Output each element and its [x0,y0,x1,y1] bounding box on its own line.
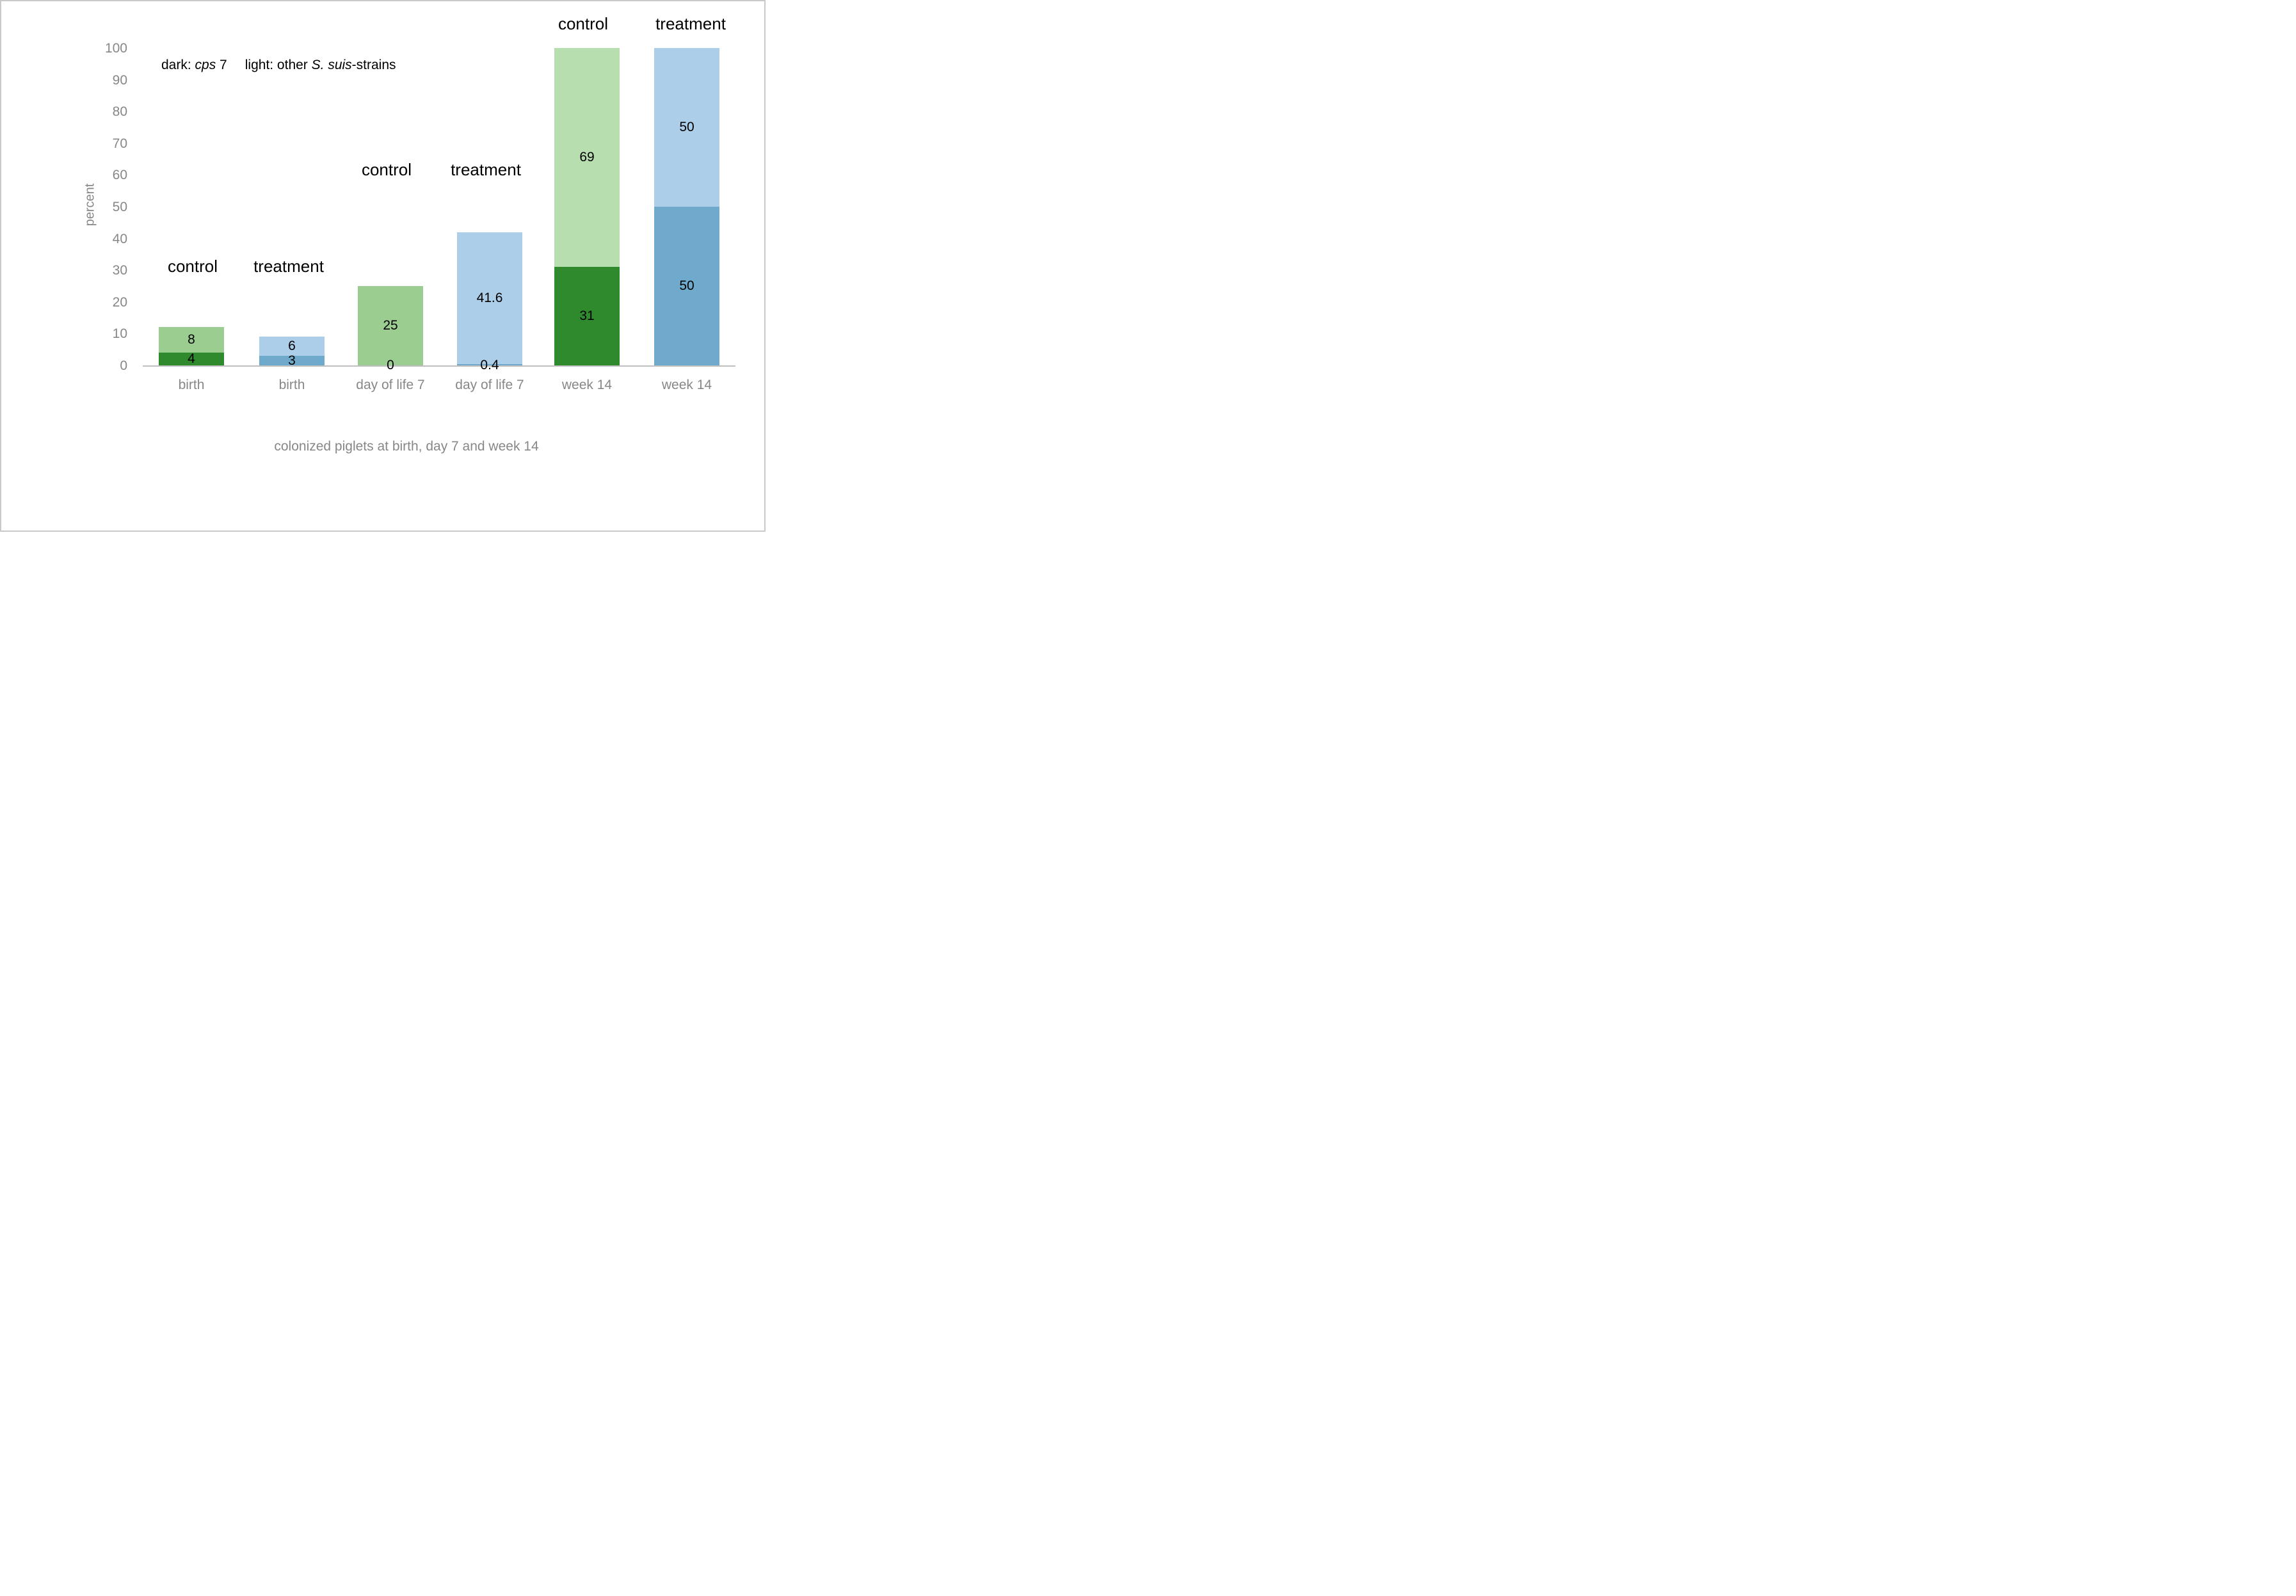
y-tick-label-70: 70 [112,136,127,151]
bar-value-label-light: 25 [383,318,398,333]
bar-value-label-light: 6 [288,339,296,354]
group-label-treatment: treatment [451,160,521,179]
x-category-label: week 14 [661,378,712,392]
group-label-control: control [558,14,609,33]
bar-segment-dark: 4 [159,351,224,367]
y-tick-label-50: 50 [112,200,127,214]
bar-segment-dark [457,364,522,365]
bar-value-label-light: 8 [188,332,195,347]
bar-value-label-dark: 3 [288,353,296,368]
bar-value-label-light: 50 [679,120,694,134]
bar-value-label-dark: 4 [188,351,195,367]
bar-segment-light: 50 [654,48,719,207]
y-tick-label-0: 0 [120,358,127,373]
bar-value-label-light: 41.6 [476,290,503,305]
legend-plain-text: dark: [161,58,195,72]
y-tick-label-90: 90 [112,72,127,88]
legend-plain-text: -strains [351,58,396,72]
group-label-control: control [361,160,412,179]
y-tick-label-10: 10 [112,326,127,342]
bar-day-of-life-7-treatment: 41.6 0.4 [457,232,522,372]
bar-segment-dark: 31 [554,267,620,365]
x-axis-title: colonized piglets at birth, day 7 and we… [274,439,539,454]
group-label-treatment: treatment [655,14,726,33]
chart-legend: dark: cps 7 light: other S. suis-strains [161,58,396,73]
y-tick-label-80: 80 [112,104,127,120]
y-tick-label-100: 100 [104,41,127,56]
x-category-label: birth [278,378,305,392]
group-label-control: control [167,257,218,276]
y-tick-label-20: 20 [112,294,127,310]
bar-value-label-dark: 31 [579,308,595,324]
x-category-label: day of life 7 [455,378,524,392]
y-tick-label-40: 40 [112,231,127,246]
bar-segment-light: 69 [554,48,620,267]
bar-value-label-dark: 0 [387,358,394,372]
x-category-label: day of life 7 [356,378,425,392]
legend-italic-term: cps [195,58,216,72]
x-axis-line [143,365,735,367]
y-tick-label-60: 60 [112,168,127,183]
bar-week-14-treatment: 50 50 [654,48,719,365]
bar-value-label-dark: 50 [679,278,694,293]
bar-value-label-light: 69 [579,150,595,165]
bar-segment-light: 25 [358,286,423,365]
x-category-label: birth [178,378,205,392]
bar-segment-light: 6 [259,337,325,356]
bar-segment-light: 41.6 [457,232,522,364]
chart-canvas: dark: cps 7 light: other S. suis-strains … [0,0,766,532]
bar-value-label-dark: 0.4 [480,357,499,372]
bar-week-14-control: 69 31 [554,48,620,365]
legend-italic-term: S. suis [311,58,352,72]
legend-plain-text: 7 [216,58,227,72]
legend-plain-text: light: other [245,58,312,72]
legend-text-dark: dark: cps 7 [161,58,227,73]
bar-segment-dark: 50 [654,207,719,365]
legend-text-light: light: other S. suis-strains [245,58,396,73]
group-label-treatment: treatment [253,257,324,276]
bar-segment-light: 8 [159,327,224,353]
bar-day-of-life-7-control: 25 0 [358,286,423,372]
y-tick-label-30: 30 [112,263,127,278]
x-category-label: week 14 [561,378,613,392]
bar-segment-dark: 3 [259,353,325,368]
